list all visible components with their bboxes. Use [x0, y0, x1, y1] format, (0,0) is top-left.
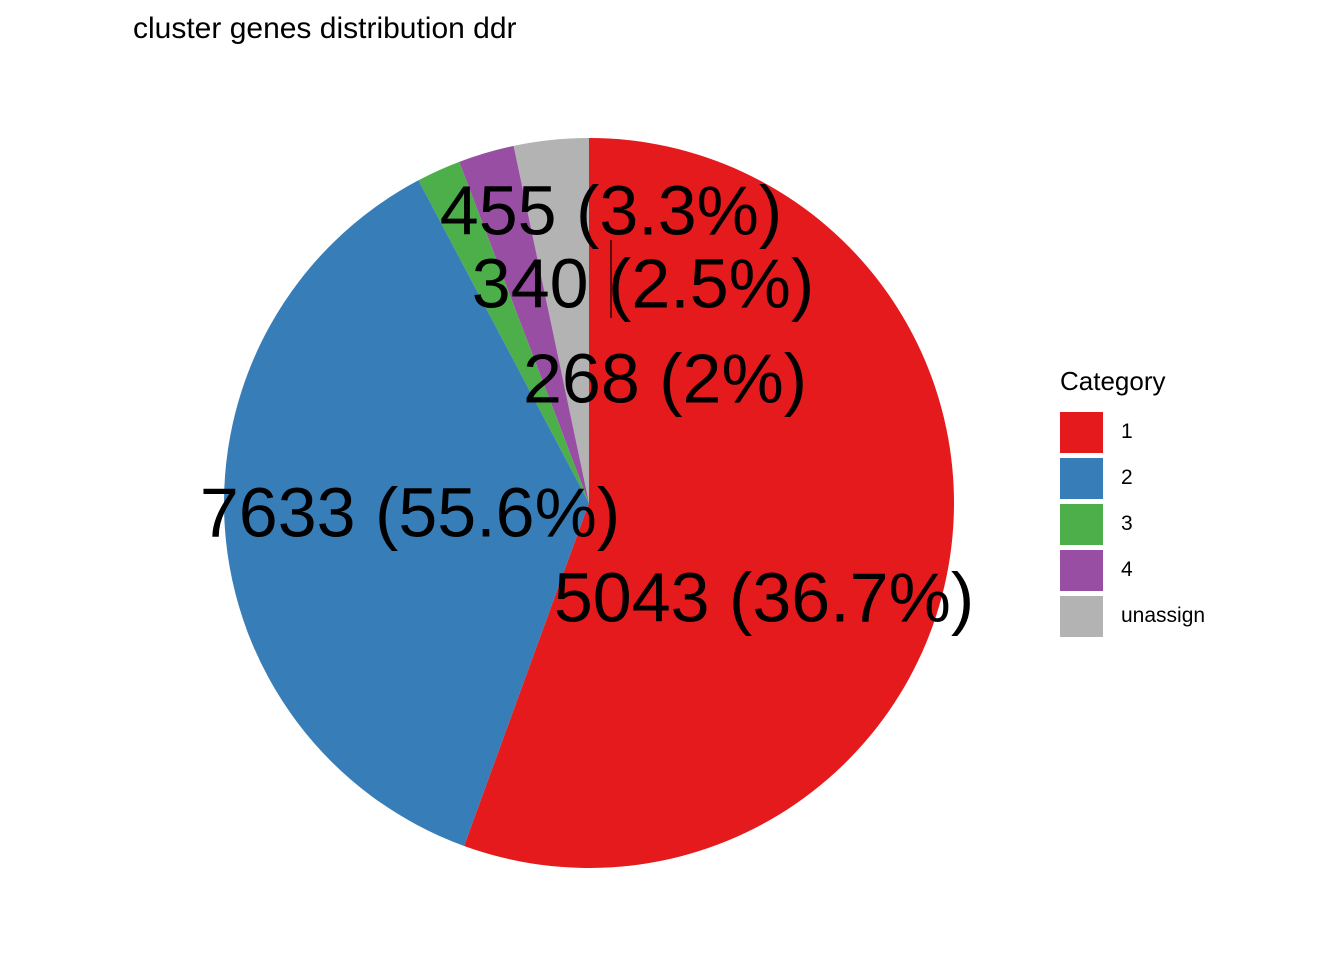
- legend-swatch: [1060, 595, 1103, 637]
- slice-label-4: 340 (2.5%): [472, 244, 814, 322]
- legend-title: Category: [1060, 366, 1166, 396]
- legend-item-1: 1: [1060, 409, 1205, 455]
- chart-title: cluster genes distribution ddr: [133, 12, 517, 45]
- pie-slice-3: [418, 161, 589, 503]
- legend-label: 4: [1121, 558, 1133, 581]
- legend-item-2: 2: [1060, 455, 1205, 501]
- slice-label-1: 7633 (55.6%): [200, 473, 620, 551]
- legend-label: 2: [1121, 466, 1133, 489]
- legend-label: 1: [1121, 420, 1133, 443]
- slice-label-unassign: 455 (3.3%): [440, 171, 782, 249]
- slice-label-3: 268 (2%): [523, 339, 807, 417]
- pie-slice-4: [459, 145, 589, 504]
- pie-slice-1: [464, 138, 955, 869]
- legend-item-3: 3: [1060, 501, 1205, 547]
- legend-label: unassign: [1121, 604, 1206, 627]
- pie-slice-unassign: [513, 138, 589, 503]
- legend-swatch: [1060, 411, 1103, 453]
- legend-item-unassign: unassign: [1060, 593, 1205, 639]
- legend-label: 3: [1121, 512, 1133, 535]
- legend-swatch: [1060, 549, 1103, 591]
- legend-swatch: [1060, 457, 1103, 499]
- legend-items: 1 2 3 4 unassign: [1060, 409, 1205, 639]
- pie-slice-2: [224, 180, 590, 846]
- slice-label-2: 5043 (36.7%): [554, 558, 974, 636]
- legend-item-4: 4: [1060, 547, 1205, 593]
- legend: Category 1 2 3 4 unassign: [1060, 366, 1205, 639]
- legend-swatch: [1060, 503, 1103, 545]
- pie-slices: [224, 138, 955, 869]
- pie-slice-labels: 455 (3.3%)340 (2.5%) 268 (2%) 5043 (36.7%)…: [200, 171, 974, 636]
